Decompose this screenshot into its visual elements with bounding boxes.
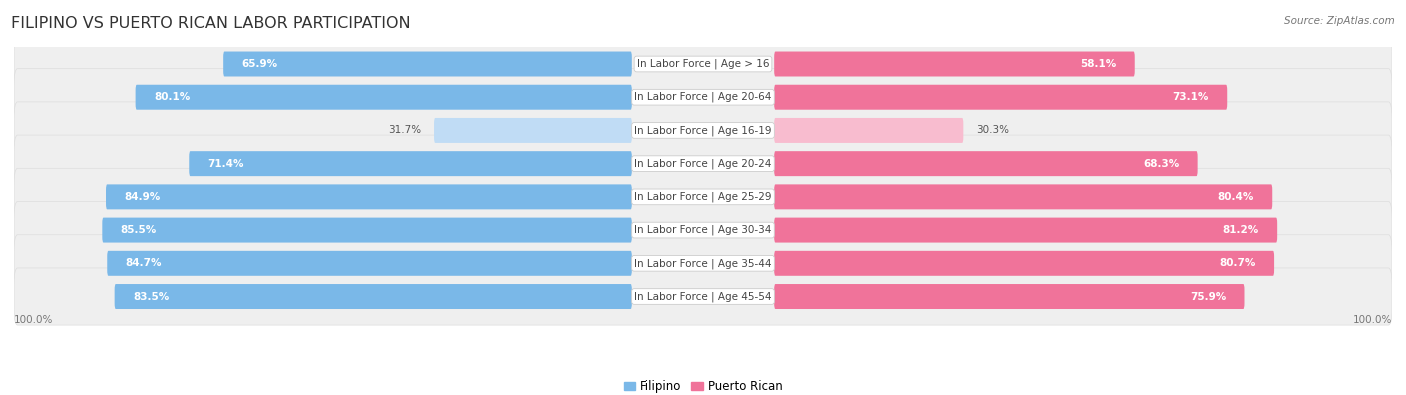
FancyBboxPatch shape [14, 135, 1392, 192]
FancyBboxPatch shape [14, 268, 1392, 325]
FancyBboxPatch shape [135, 85, 631, 110]
FancyBboxPatch shape [775, 151, 1198, 176]
Text: In Labor Force | Age 30-34: In Labor Force | Age 30-34 [634, 225, 772, 235]
Text: Source: ZipAtlas.com: Source: ZipAtlas.com [1284, 16, 1395, 26]
Text: 31.7%: 31.7% [388, 126, 422, 135]
FancyBboxPatch shape [775, 85, 1227, 110]
FancyBboxPatch shape [107, 251, 631, 276]
Text: 71.4%: 71.4% [208, 159, 245, 169]
FancyBboxPatch shape [14, 36, 1392, 92]
Text: 73.1%: 73.1% [1173, 92, 1209, 102]
Text: 75.9%: 75.9% [1189, 292, 1226, 301]
FancyBboxPatch shape [14, 235, 1392, 292]
Text: In Labor Force | Age 16-19: In Labor Force | Age 16-19 [634, 125, 772, 136]
Legend: Filipino, Puerto Rican: Filipino, Puerto Rican [619, 376, 787, 395]
Text: 100.0%: 100.0% [1353, 315, 1392, 325]
Text: In Labor Force | Age > 16: In Labor Force | Age > 16 [637, 59, 769, 69]
Text: 80.7%: 80.7% [1219, 258, 1256, 268]
FancyBboxPatch shape [775, 284, 1244, 309]
FancyBboxPatch shape [115, 284, 631, 309]
FancyBboxPatch shape [775, 51, 1135, 77]
Text: 58.1%: 58.1% [1080, 59, 1116, 69]
Text: 85.5%: 85.5% [121, 225, 157, 235]
FancyBboxPatch shape [190, 151, 631, 176]
Text: 100.0%: 100.0% [14, 315, 53, 325]
FancyBboxPatch shape [775, 118, 963, 143]
FancyBboxPatch shape [105, 184, 631, 209]
FancyBboxPatch shape [224, 51, 631, 77]
Text: 80.1%: 80.1% [155, 92, 190, 102]
Text: 84.7%: 84.7% [125, 258, 162, 268]
FancyBboxPatch shape [434, 118, 631, 143]
Text: 65.9%: 65.9% [242, 59, 277, 69]
FancyBboxPatch shape [775, 251, 1274, 276]
FancyBboxPatch shape [775, 218, 1277, 243]
Text: In Labor Force | Age 25-29: In Labor Force | Age 25-29 [634, 192, 772, 202]
FancyBboxPatch shape [14, 69, 1392, 126]
Text: 81.2%: 81.2% [1223, 225, 1258, 235]
FancyBboxPatch shape [775, 184, 1272, 209]
FancyBboxPatch shape [14, 102, 1392, 159]
Text: FILIPINO VS PUERTO RICAN LABOR PARTICIPATION: FILIPINO VS PUERTO RICAN LABOR PARTICIPA… [11, 16, 411, 31]
Text: 80.4%: 80.4% [1218, 192, 1254, 202]
Text: 68.3%: 68.3% [1143, 159, 1180, 169]
Text: In Labor Force | Age 35-44: In Labor Force | Age 35-44 [634, 258, 772, 269]
Text: In Labor Force | Age 20-64: In Labor Force | Age 20-64 [634, 92, 772, 102]
Text: 83.5%: 83.5% [134, 292, 169, 301]
FancyBboxPatch shape [103, 218, 631, 243]
Text: In Labor Force | Age 45-54: In Labor Force | Age 45-54 [634, 291, 772, 302]
FancyBboxPatch shape [14, 201, 1392, 259]
FancyBboxPatch shape [14, 168, 1392, 226]
Text: In Labor Force | Age 20-24: In Labor Force | Age 20-24 [634, 158, 772, 169]
Text: 30.3%: 30.3% [976, 126, 1010, 135]
Text: 84.9%: 84.9% [124, 192, 160, 202]
